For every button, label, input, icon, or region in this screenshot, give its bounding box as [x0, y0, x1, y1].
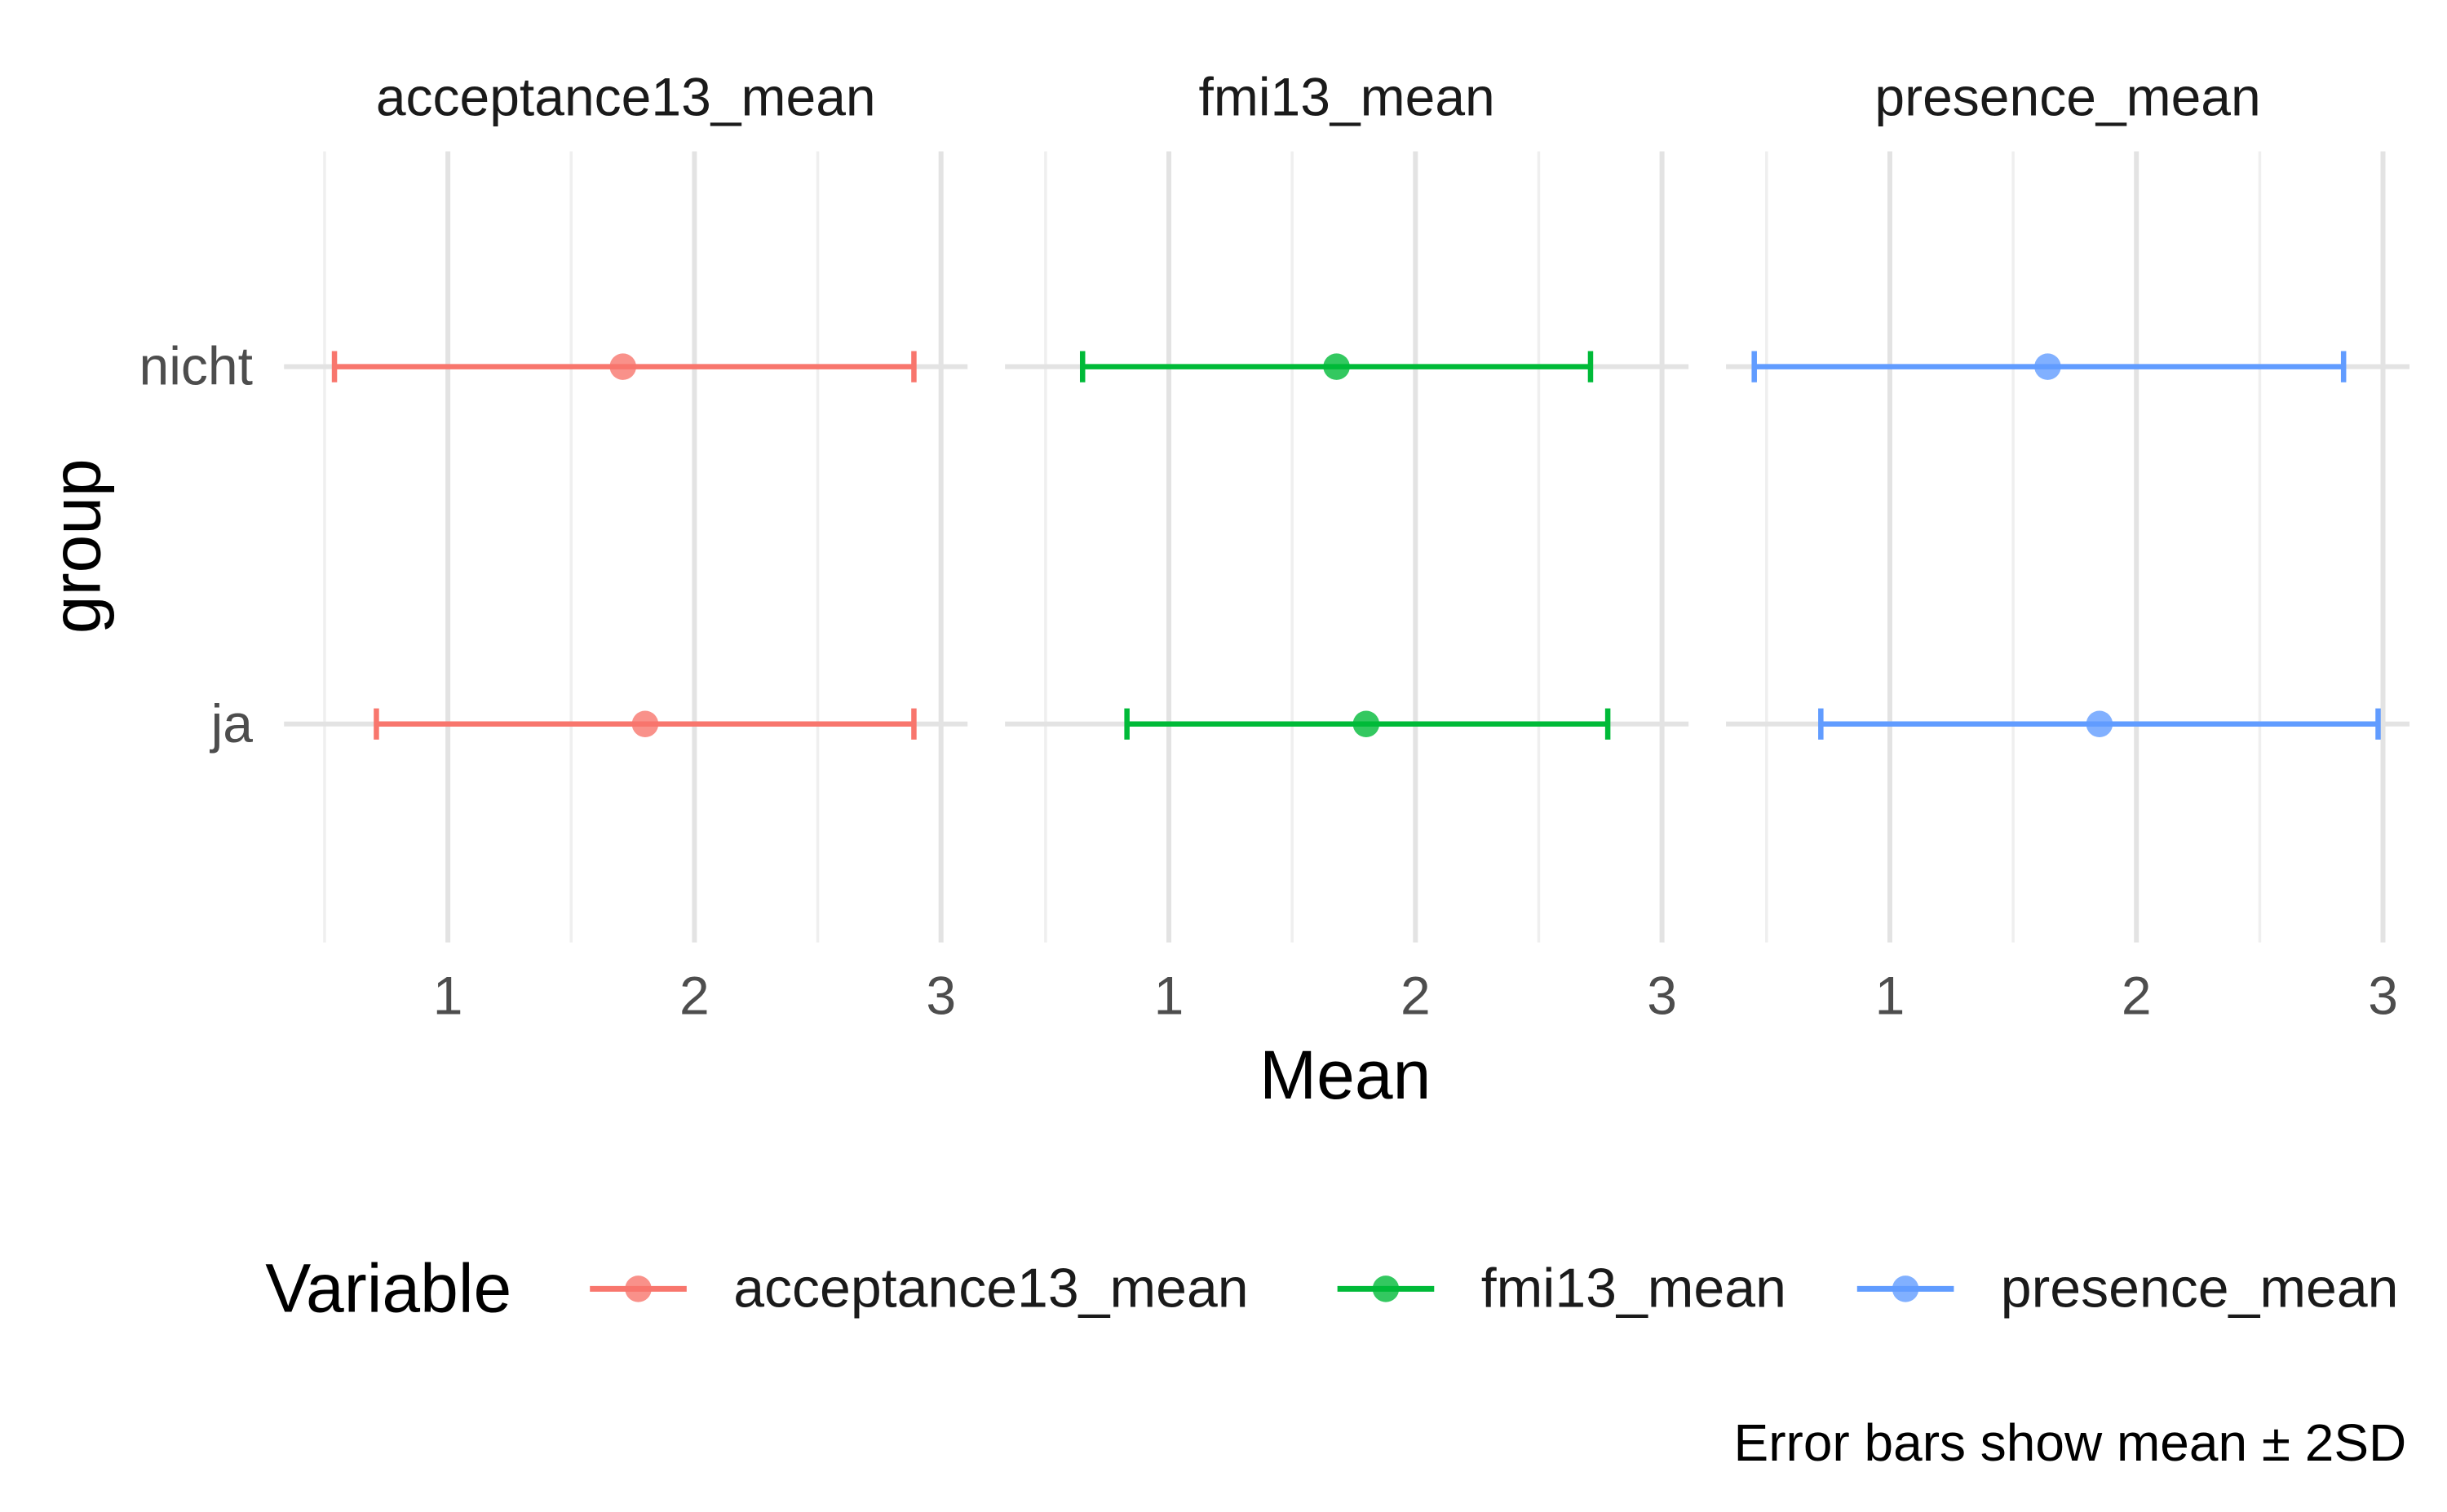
legend-key-point [1372, 1275, 1400, 1302]
x-tick-label: 3 [926, 966, 956, 1026]
y-tick-label: ja [210, 693, 254, 754]
y-tick-label: nicht [139, 336, 253, 396]
facet-title: fmi13_mean [1199, 67, 1495, 127]
x-tick-label: 1 [1875, 966, 1905, 1026]
legend-key-point [625, 1275, 652, 1302]
x-tick-label: 1 [433, 966, 463, 1026]
mean-point [1352, 710, 1380, 738]
mean-point [631, 710, 659, 738]
mean-point [1323, 353, 1350, 380]
x-tick-label: 3 [2368, 966, 2398, 1026]
legend-item-label: acceptance13_mean [733, 1257, 1248, 1319]
x-axis-title: Mean [1259, 1037, 1431, 1113]
legend-title: Variable [265, 1249, 511, 1326]
y-axis-title: group [38, 458, 114, 634]
legend-key-point [1892, 1275, 1919, 1302]
mean-point [2034, 353, 2061, 380]
x-tick-label: 2 [679, 966, 710, 1026]
legend-item-label: fmi13_mean [1481, 1257, 1786, 1319]
mean-point [2086, 710, 2113, 738]
facet-title: presence_mean [1874, 67, 2260, 127]
x-tick-label: 2 [2122, 966, 2152, 1026]
facet-title: acceptance13_mean [376, 67, 876, 127]
x-tick-label: 1 [1154, 966, 1184, 1026]
x-tick-label: 2 [1400, 966, 1431, 1026]
mean-point [609, 353, 636, 380]
x-tick-label: 3 [1647, 966, 1677, 1026]
caption: Error bars show mean ± 2SD [1734, 1413, 2407, 1472]
legend-item-label: presence_mean [2001, 1257, 2399, 1319]
